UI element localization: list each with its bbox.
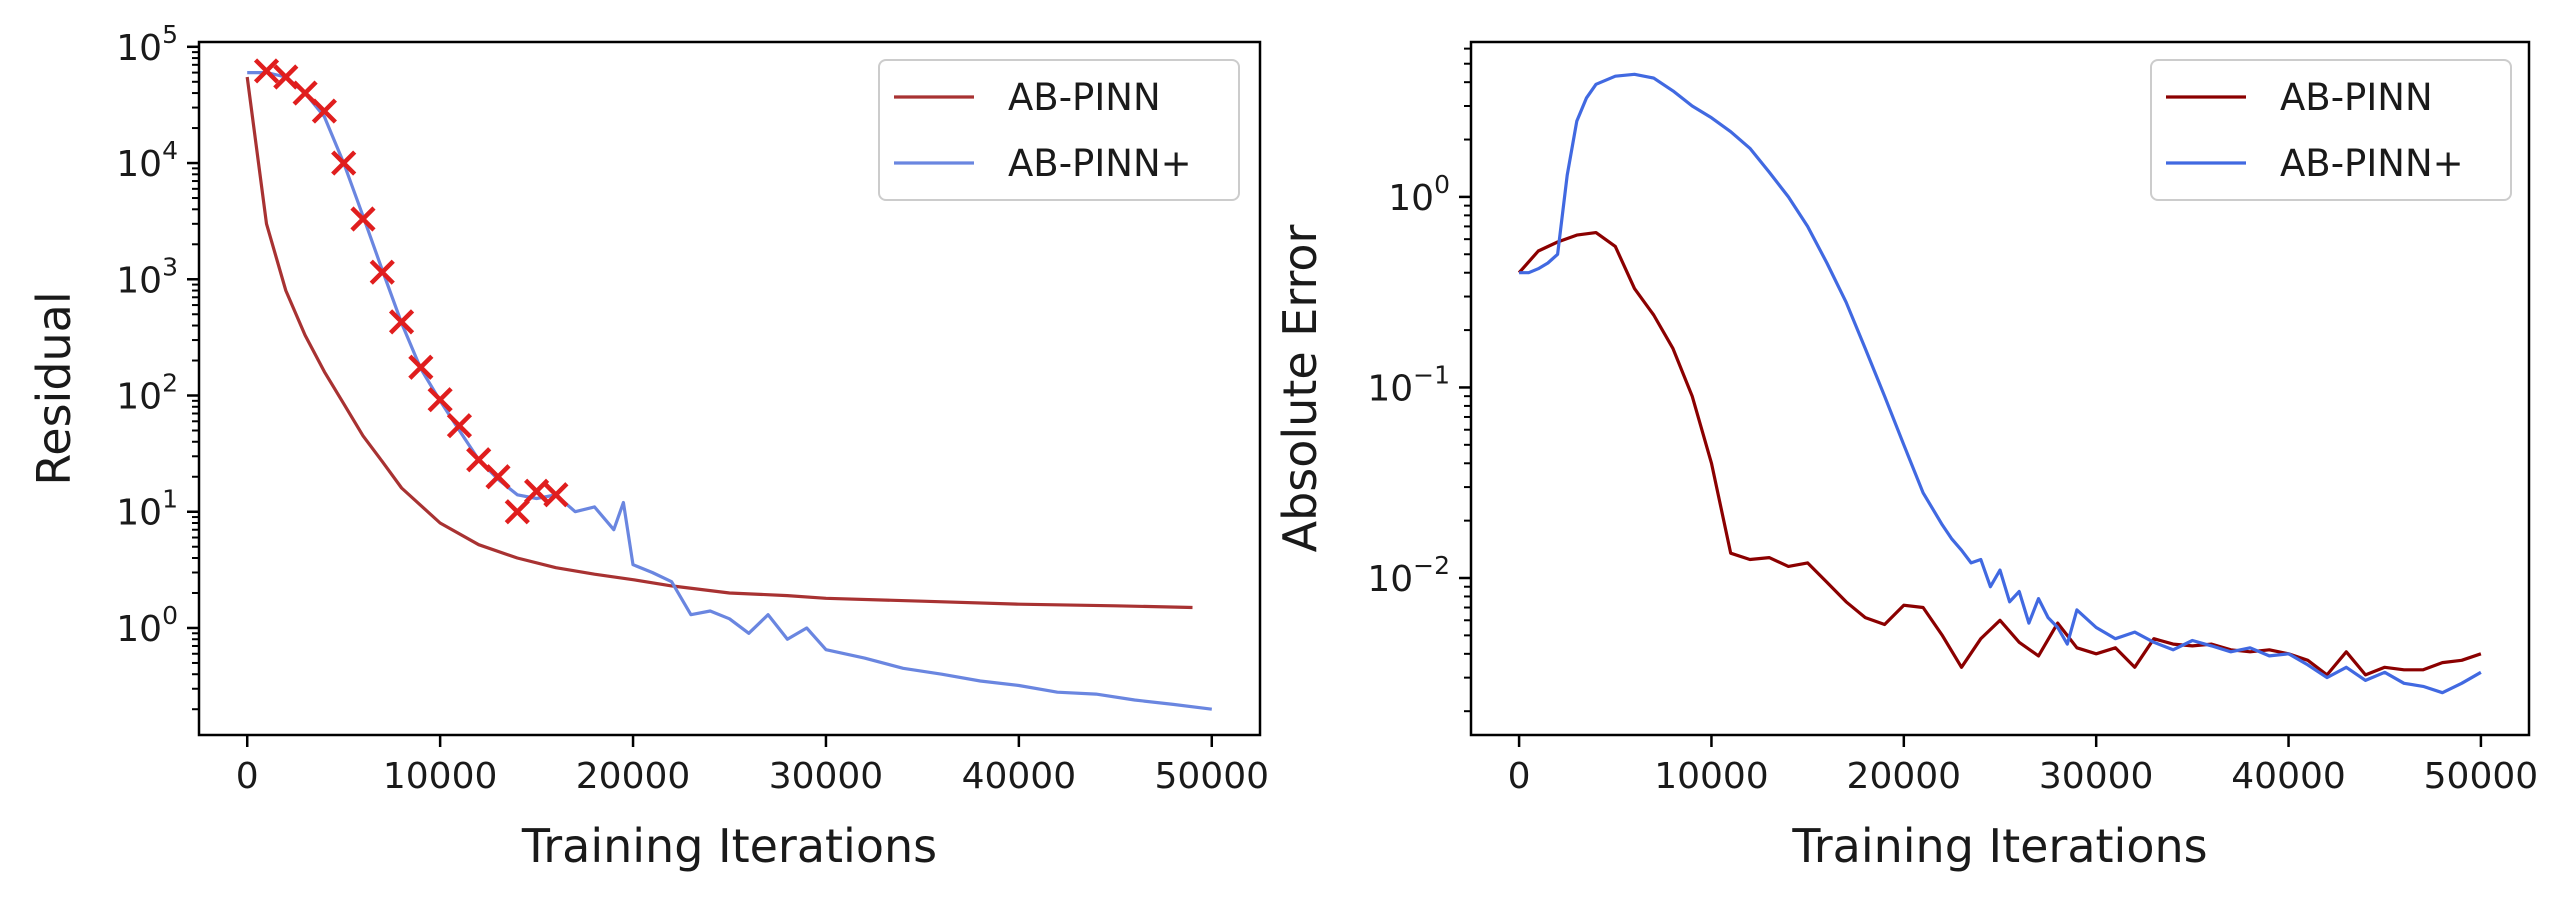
y-tick-label: 10−1	[1367, 360, 1450, 409]
chart1-legend-label-ab-pinn: AB-PINN	[1008, 76, 1161, 119]
chart1-legend: AB-PINN AB-PINN+	[878, 59, 1240, 201]
chart1-xlabel: Training Iterations	[521, 819, 937, 873]
chart1-yticks: 100 101 102 103 104 105	[116, 20, 199, 711]
y-tick-label: 100	[116, 601, 178, 650]
chart1-ylabel: Residual	[27, 291, 81, 485]
x-tick-label: 50000	[1155, 756, 1270, 797]
chart1-lines	[245, 71, 1212, 711]
x-tick-label: 0	[1508, 756, 1531, 797]
chart2-xlabel: Training Iterations	[1791, 819, 2207, 873]
x-marker	[292, 80, 318, 106]
chart2-legend-box	[2150, 59, 2512, 201]
x-tick-label: 20000	[576, 756, 691, 797]
y-tick-label: 102	[116, 369, 178, 418]
chart1-xticks: 0 10000 20000 30000 40000 50000	[236, 735, 1269, 797]
x-marker	[388, 309, 415, 335]
x-marker	[446, 413, 473, 439]
y-tick-label: 105	[116, 20, 178, 69]
chart2-series-ab-pinn-plus	[1519, 72, 2482, 695]
x-tick-label: 40000	[2231, 756, 2346, 797]
chart1-series-ab-pinn-plus	[247, 71, 1212, 711]
x-marker	[273, 64, 299, 90]
absolute-error-chart: 0 10000 20000 30000 40000 50000 100 10−1 10−2 T…	[1273, 40, 2539, 873]
x-marker	[311, 98, 337, 124]
chart1-markers	[253, 58, 569, 525]
chart2-legend-label-ab-pinn: AB-PINN	[2280, 76, 2433, 119]
x-tick-label: 50000	[2424, 756, 2539, 797]
y-tick-label: 103	[116, 252, 178, 301]
x-tick-label: 20000	[1847, 756, 1962, 797]
x-tick-label: 30000	[769, 756, 884, 797]
x-tick-label: 40000	[962, 756, 1077, 797]
x-marker	[408, 354, 434, 380]
chart2-legend: AB-PINN AB-PINN+	[2150, 59, 2512, 201]
y-tick-label: 101	[116, 485, 178, 534]
chart1-series-ab-pinn	[245, 76, 1193, 610]
x-tick-label: 10000	[1654, 756, 1769, 797]
y-tick-label: 104	[116, 136, 178, 185]
y-tick-label: 10−2	[1367, 551, 1450, 600]
chart2-legend-label-ab-pinn-plus: AB-PINN+	[2280, 142, 2464, 185]
chart2-ylabel: Absolute Error	[1273, 225, 1327, 553]
chart1-legend-box	[878, 59, 1240, 201]
residual-chart: 0 10000 20000 30000 40000 50000 1001011021031…	[27, 20, 1269, 873]
chart2-series-ab-pinn	[1517, 231, 2482, 677]
chart2-yticks: 100 10−1 10−2	[1367, 47, 1471, 713]
x-marker	[543, 482, 569, 508]
x-marker	[504, 499, 530, 525]
x-marker	[427, 387, 453, 413]
x-marker	[524, 478, 550, 504]
chart1-axes-frame	[197, 40, 1262, 737]
x-tick-label: 30000	[2039, 756, 2154, 797]
x-marker	[369, 259, 395, 285]
y-tick-label: 100	[1388, 170, 1450, 219]
x-tick-label: 10000	[383, 756, 498, 797]
x-marker	[485, 464, 511, 490]
x-marker	[253, 58, 280, 84]
chart2-lines	[1517, 72, 2482, 695]
x-tick-label: 0	[236, 756, 259, 797]
x-marker	[350, 206, 376, 232]
chart1-legend-label-ab-pinn-plus: AB-PINN+	[1008, 142, 1192, 185]
x-marker	[331, 150, 357, 176]
chart2-xticks: 0 10000 20000 30000 40000 50000	[1508, 735, 2539, 797]
